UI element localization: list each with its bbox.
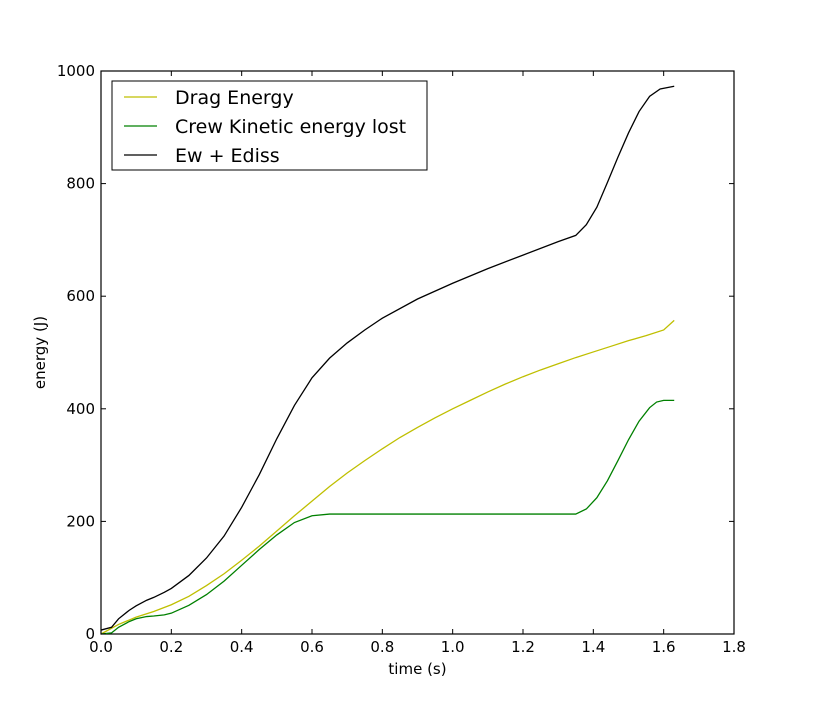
x-tick-label: 1.6 [652,638,676,656]
x-tick-label: 0.6 [300,638,324,656]
y-tick-label: 200 [66,512,95,530]
legend-box [111,80,428,171]
y-axis-label: energy (J) [31,316,49,389]
series-lines [100,85,675,635]
y-tick-label: 0 [85,625,95,643]
x-tick-label: 0.2 [159,638,183,656]
x-tick-label: 0.8 [370,638,394,656]
series-line-3 [100,85,675,631]
legend-label-3: Ew + Ediss [175,145,280,167]
legend-label-2: Crew Kinetic energy lost [175,116,406,138]
x-tick-label: 0.4 [230,638,254,656]
x-tick-label: 1.8 [722,638,746,656]
x-tick-label: 1.0 [441,638,465,656]
y-tick-labels: 0 200 400 600 800 1000 [57,62,95,643]
legend: Drag Energy Crew Kinetic energy lost Ew + … [111,80,428,171]
y-tick-label: 800 [66,175,95,193]
x-tick-label: 1.2 [511,638,535,656]
y-tick-label: 1000 [57,62,95,80]
axis-ticks [100,70,735,635]
x-tick-labels: 0.0 0.2 0.4 0.6 0.8 1.0 1.2 1.4 1.6 1.8 [89,638,746,656]
series-line-2 [100,399,675,635]
x-tick-label: 0.0 [89,638,113,656]
series-line-1 [100,319,675,635]
y-tick-label: 600 [66,287,95,305]
legend-label-1: Drag Energy [175,87,294,109]
x-tick-label: 1.4 [581,638,605,656]
y-tick-label: 400 [66,400,95,418]
x-axis-label: time (s) [388,660,446,678]
